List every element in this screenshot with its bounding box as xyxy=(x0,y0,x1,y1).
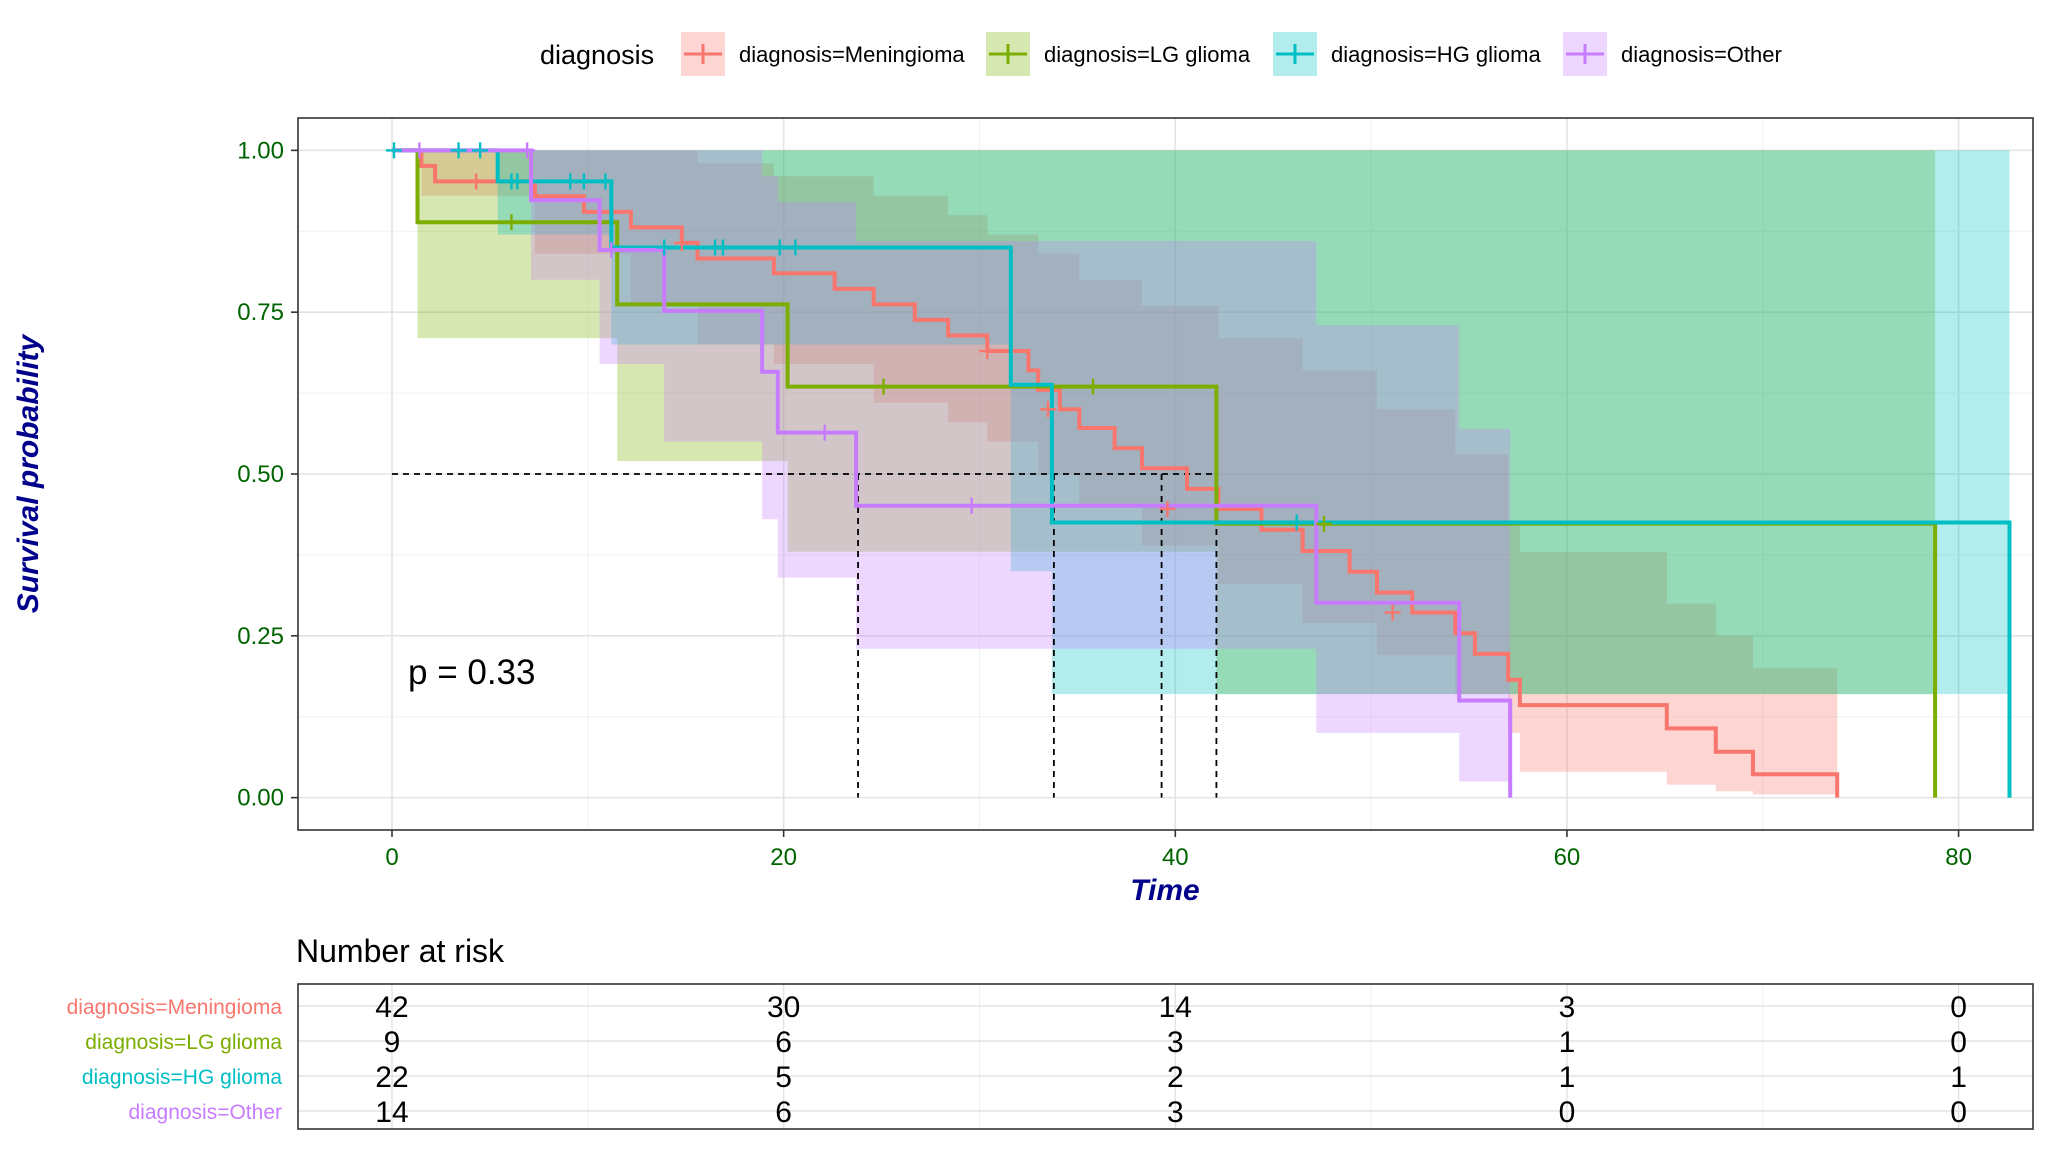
x-tick-label: 80 xyxy=(1945,844,1972,871)
y-tick-label: 0.75 xyxy=(237,299,284,326)
risk-count-cell: 5 xyxy=(775,1061,792,1094)
censor-mark xyxy=(963,497,980,514)
censor-mark xyxy=(1316,515,1333,532)
median-lines xyxy=(391,473,1218,798)
censor-mark xyxy=(411,142,428,159)
legend-label: diagnosis=Meningioma xyxy=(739,42,965,67)
risk-table: Number at risk diagnosis=Meningioma 42 30 1… xyxy=(67,933,2034,1130)
censor-mark xyxy=(468,173,485,190)
legend-label: diagnosis=HG glioma xyxy=(1331,42,1541,67)
risk-count-cell: 9 xyxy=(384,1026,401,1059)
legend-entry-1: diagnosis=LG glioma xyxy=(986,32,1251,76)
confidence-band-2 xyxy=(392,150,2010,695)
risk-count-cell: 14 xyxy=(375,1096,408,1129)
censor-mark xyxy=(979,343,996,360)
censor-mark xyxy=(1040,401,1057,418)
censor-mark xyxy=(519,142,536,159)
censor-mark xyxy=(562,173,579,190)
censor-mark xyxy=(1384,604,1401,621)
censor-mark xyxy=(787,239,804,256)
risk-count-cell: 1 xyxy=(1559,1026,1576,1059)
risk-count-cell: 1 xyxy=(1950,1061,1967,1094)
risk-row-label: diagnosis=Other xyxy=(128,1101,282,1124)
risk-count-cell: 6 xyxy=(775,1096,792,1129)
x-tick-label: 20 xyxy=(770,844,797,871)
risk-table-grid xyxy=(298,984,2033,1129)
risk-row-label: diagnosis=HG glioma xyxy=(82,1066,283,1089)
risk-count-cell: 0 xyxy=(1950,1026,1967,1059)
confidence-band-3 xyxy=(392,150,1511,782)
censor-mark xyxy=(875,378,892,395)
confidence-band-1 xyxy=(392,150,1936,695)
risk-count-cell: 3 xyxy=(1559,991,1576,1024)
censor-mark xyxy=(385,142,402,159)
censor-mark xyxy=(1288,514,1305,531)
censor-mark xyxy=(714,239,731,256)
y-tick-label: 1.00 xyxy=(237,137,284,164)
risk-row-label: diagnosis=Meningioma xyxy=(67,996,283,1019)
x-tick-label: 40 xyxy=(1162,844,1189,871)
censor-mark xyxy=(816,424,833,441)
risk-count-cell: 0 xyxy=(1559,1096,1576,1129)
censor-mark xyxy=(472,142,489,159)
risk-table-border xyxy=(297,983,2034,1130)
risk-count-cell: 0 xyxy=(1950,991,1967,1024)
risk-count-cell: 0 xyxy=(1950,1096,1967,1129)
risk-count-cell: 1 xyxy=(1559,1061,1576,1094)
survival-curves xyxy=(392,148,2012,798)
risk-count-cell: 6 xyxy=(775,1026,792,1059)
censor-mark xyxy=(503,214,520,231)
censor-mark xyxy=(450,142,467,159)
legend-label: diagnosis=Other xyxy=(1621,42,1782,67)
censor-mark xyxy=(673,234,690,251)
y-tick-label: 0.50 xyxy=(237,461,284,488)
risk-count-cell: 2 xyxy=(1167,1061,1184,1094)
y-axis-title: Survival probability xyxy=(12,333,45,613)
y-tick-label: 0.25 xyxy=(237,623,284,650)
risk-count-cell: 3 xyxy=(1167,1096,1184,1129)
censor-mark xyxy=(656,239,673,256)
x-tick-label: 60 xyxy=(1554,844,1581,871)
risk-count-cell: 14 xyxy=(1159,991,1192,1024)
censor-mark xyxy=(771,239,788,256)
censor-mark xyxy=(603,242,620,259)
risk-table-title: Number at risk xyxy=(296,933,505,969)
risk-count-cell: 3 xyxy=(1167,1026,1184,1059)
x-axis-title: Time xyxy=(1130,874,1199,907)
censor-mark xyxy=(509,173,526,190)
censor-mark xyxy=(597,173,614,190)
legend-entry-2: diagnosis=HG glioma xyxy=(1273,32,1541,76)
legend-entry-0: diagnosis=Meningioma xyxy=(681,32,965,76)
censor-mark xyxy=(575,173,592,190)
p-value-annotation: p = 0.33 xyxy=(408,653,535,692)
risk-row-label: diagnosis=LG glioma xyxy=(85,1031,282,1054)
censor-mark xyxy=(1085,378,1102,395)
legend-entry-3: diagnosis=Other xyxy=(1563,32,1782,76)
survival-curve-3 xyxy=(392,148,1513,798)
survival-curve-2 xyxy=(392,148,2012,798)
axes: 0 20 40 60 80 0.00 0.25 0.50 0.75 1.00 xyxy=(237,137,1972,871)
risk-count-cell: 22 xyxy=(375,1061,408,1094)
censor-mark xyxy=(1159,500,1176,517)
risk-table-cells: diagnosis=Meningioma 42 30 14 3 0diagnosis=LG… xyxy=(67,991,1967,1129)
survival-curve-0 xyxy=(392,148,1840,798)
x-tick-label: 0 xyxy=(385,844,398,871)
main-plot-panel: 0 20 40 60 80 0.00 0.25 0.50 0.75 1.00 p = 0.33 T… xyxy=(12,117,2034,907)
risk-count-cell: 42 xyxy=(375,991,408,1024)
legend-title: diagnosis xyxy=(540,40,654,70)
y-tick-label: 0.00 xyxy=(237,785,284,812)
legend-label: diagnosis=LG glioma xyxy=(1044,42,1251,67)
legend: diagnosis diagnosis=Meningioma diagnosis=… xyxy=(540,32,1782,76)
risk-count-cell: 30 xyxy=(767,991,800,1024)
censor-marks xyxy=(385,142,1401,621)
